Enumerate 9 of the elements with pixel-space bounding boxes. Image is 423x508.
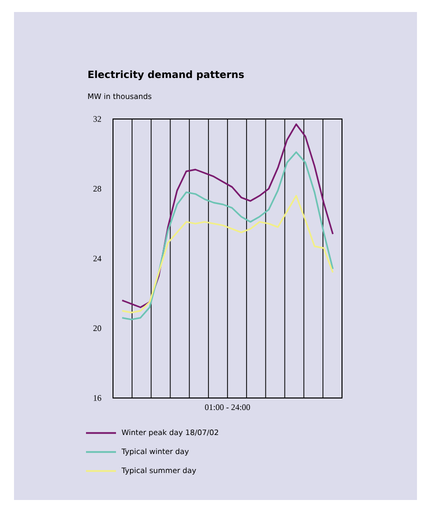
y-tick-label: 16 bbox=[94, 395, 102, 401]
chart-title: Electricity demand patterns bbox=[88, 70, 244, 80]
x-axis-title: 01:00 - 24:00 bbox=[205, 404, 250, 410]
y-tick-label: 20 bbox=[93, 325, 102, 332]
line-series bbox=[121, 151, 334, 320]
y-tick-label: 32 bbox=[93, 116, 102, 122]
y-tick-label: 24 bbox=[93, 256, 102, 262]
line-series bbox=[121, 123, 334, 308]
y-tick-label: 28 bbox=[93, 186, 102, 192]
